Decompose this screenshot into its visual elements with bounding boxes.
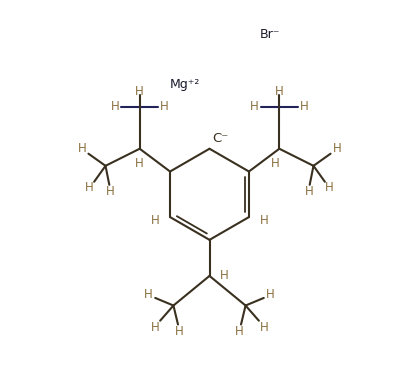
Text: H: H	[250, 101, 259, 114]
Text: H: H	[151, 321, 160, 334]
Text: H: H	[85, 181, 94, 194]
Text: Br⁻: Br⁻	[260, 28, 280, 42]
Text: H: H	[135, 85, 144, 98]
Text: H: H	[259, 321, 268, 334]
Text: H: H	[325, 181, 334, 194]
Text: H: H	[235, 325, 244, 338]
Text: H: H	[160, 101, 169, 114]
Text: C⁻: C⁻	[212, 131, 228, 145]
Text: H: H	[305, 185, 313, 198]
Text: H: H	[111, 101, 119, 114]
Text: H: H	[220, 269, 228, 282]
Text: H: H	[271, 157, 280, 170]
Text: H: H	[260, 215, 269, 227]
Text: H: H	[333, 142, 341, 155]
Text: H: H	[78, 142, 86, 155]
Text: H: H	[135, 157, 144, 170]
Text: Mg⁺²: Mg⁺²	[170, 78, 200, 91]
Text: H: H	[266, 288, 275, 301]
Text: H: H	[144, 288, 153, 301]
Text: H: H	[106, 185, 114, 198]
Text: H: H	[175, 325, 184, 338]
Text: H: H	[275, 85, 284, 98]
Text: H: H	[300, 101, 308, 114]
Text: H: H	[150, 215, 159, 227]
